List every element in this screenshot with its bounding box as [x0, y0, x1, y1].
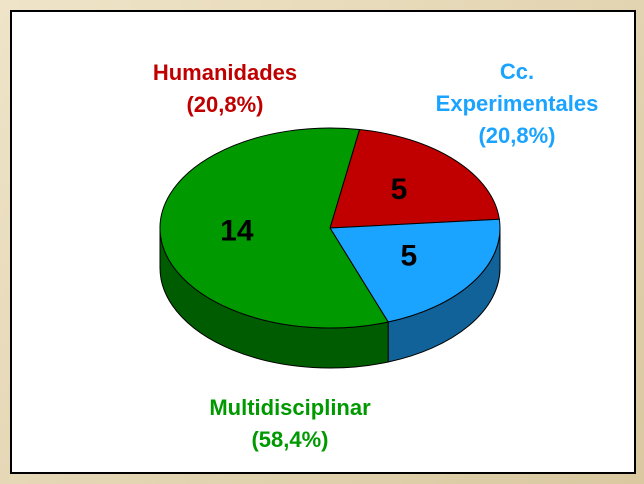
data-label: 5 — [391, 173, 408, 206]
data-label: 14 — [220, 215, 254, 248]
label: Cc. Experimentales (20,8%) — [432, 56, 602, 152]
category-label: Cc. Experimentales — [435, 59, 599, 116]
data-label: 5 — [401, 239, 418, 272]
category-label: Multidisciplinar — [209, 395, 371, 420]
pie-slice — [159, 127, 389, 329]
pie-slice — [329, 128, 500, 229]
label: Multidisciplinar (58,4%) — [170, 392, 410, 456]
percent-label: (20,8%) — [478, 123, 556, 148]
label: Humanidades (20,8%) — [125, 57, 325, 121]
percent-label: (20,8%) — [186, 92, 264, 117]
percent-label: (58,4%) — [251, 427, 329, 452]
category-label: Humanidades — [152, 60, 298, 85]
